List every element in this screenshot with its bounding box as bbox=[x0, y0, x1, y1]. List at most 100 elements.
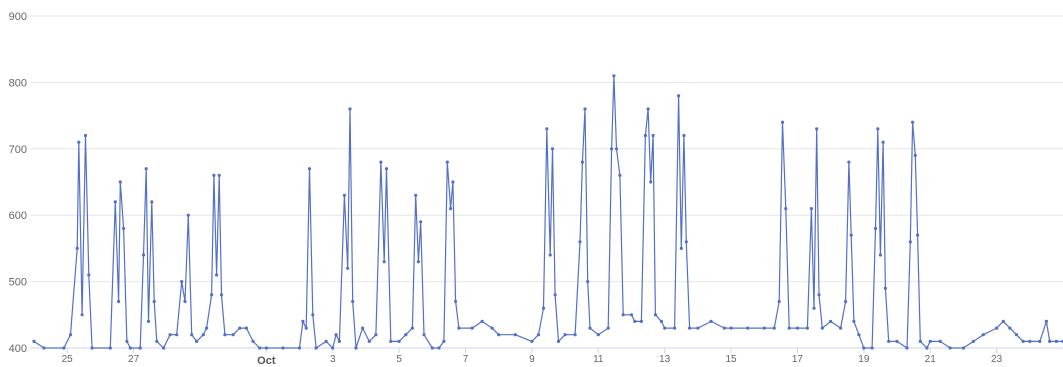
data-point bbox=[545, 127, 549, 131]
data-point bbox=[812, 306, 816, 310]
data-point bbox=[1014, 333, 1019, 337]
data-point bbox=[186, 213, 190, 217]
data-point bbox=[878, 253, 883, 257]
data-point bbox=[144, 167, 148, 171]
data-point bbox=[612, 74, 616, 78]
data-point bbox=[205, 326, 209, 330]
data-point bbox=[470, 326, 474, 330]
data-point bbox=[437, 346, 441, 350]
data-point bbox=[414, 193, 418, 197]
data-point bbox=[925, 346, 929, 350]
data-point bbox=[876, 127, 880, 131]
data-point bbox=[118, 180, 122, 184]
data-point bbox=[673, 326, 677, 330]
data-point bbox=[125, 339, 129, 343]
data-point bbox=[141, 253, 146, 257]
data-point bbox=[696, 326, 700, 330]
x-tick-label: 21 bbox=[925, 354, 937, 365]
data-point bbox=[238, 326, 242, 330]
x-tick-label: 19 bbox=[858, 354, 870, 365]
data-point bbox=[746, 326, 750, 330]
data-point bbox=[610, 147, 614, 151]
data-point bbox=[596, 333, 600, 337]
data-point bbox=[297, 346, 302, 350]
data-point bbox=[346, 266, 350, 270]
data-point bbox=[629, 313, 634, 317]
data-point bbox=[981, 333, 985, 337]
data-point bbox=[817, 293, 821, 297]
data-point bbox=[180, 280, 184, 284]
data-point bbox=[210, 293, 214, 297]
x-tick-label: 7 bbox=[463, 354, 469, 365]
data-point bbox=[578, 240, 582, 244]
data-point bbox=[490, 326, 494, 330]
x-tick-label: 11 bbox=[593, 354, 604, 365]
data-point bbox=[374, 333, 378, 337]
data-point bbox=[324, 339, 328, 343]
data-point bbox=[651, 133, 655, 138]
data-point bbox=[348, 107, 352, 111]
data-point bbox=[722, 326, 727, 330]
data-point bbox=[688, 326, 692, 330]
data-point bbox=[175, 333, 179, 337]
data-point bbox=[883, 286, 888, 290]
data-point bbox=[677, 94, 681, 98]
data-point bbox=[251, 339, 255, 343]
data-point bbox=[122, 226, 126, 231]
data-point bbox=[684, 240, 688, 244]
data-point bbox=[1028, 339, 1032, 343]
data-point bbox=[281, 346, 285, 350]
data-point bbox=[839, 326, 843, 330]
x-tick-label: 9 bbox=[529, 354, 535, 365]
data-point bbox=[606, 326, 610, 330]
data-point bbox=[918, 339, 922, 343]
x-axis-ticks: 25 27 Oct 3 5 7 9 11 13 15 17 19 21 23 bbox=[62, 348, 1003, 367]
data-point bbox=[152, 299, 156, 304]
data-point bbox=[389, 339, 393, 343]
data-point bbox=[805, 326, 810, 330]
data-point bbox=[995, 326, 999, 330]
data-point bbox=[42, 346, 46, 350]
x-tick-label: 15 bbox=[726, 354, 738, 365]
data-point bbox=[829, 319, 833, 323]
data-point bbox=[231, 333, 235, 337]
data-point bbox=[454, 299, 458, 304]
data-point bbox=[195, 339, 199, 343]
data-point bbox=[480, 319, 484, 323]
data-point bbox=[264, 346, 268, 350]
data-point bbox=[117, 299, 121, 304]
data-point bbox=[217, 173, 221, 177]
data-point bbox=[541, 306, 546, 310]
data-point bbox=[563, 333, 567, 337]
data-point bbox=[87, 273, 91, 277]
data-point bbox=[614, 147, 619, 151]
y-tick-label: 900 bbox=[9, 11, 27, 23]
data-point bbox=[90, 346, 94, 350]
data-point bbox=[307, 167, 312, 171]
data-point bbox=[62, 346, 66, 350]
x-tick-label: 17 bbox=[792, 354, 804, 365]
data-point bbox=[881, 140, 885, 144]
data-point bbox=[1048, 339, 1052, 343]
x-tick-label: 23 bbox=[991, 354, 1003, 365]
data-point bbox=[457, 326, 461, 330]
data-point bbox=[138, 346, 142, 350]
data-point bbox=[430, 346, 434, 350]
data-point bbox=[679, 246, 683, 250]
data-point bbox=[422, 333, 426, 337]
data-point bbox=[961, 346, 966, 350]
data-point bbox=[382, 260, 386, 264]
data-point bbox=[442, 339, 446, 343]
data-point bbox=[404, 333, 408, 337]
data-point bbox=[659, 319, 664, 323]
data-point bbox=[75, 246, 79, 250]
data-point bbox=[354, 346, 358, 350]
data-point bbox=[928, 339, 932, 343]
data-point bbox=[410, 326, 414, 330]
y-tick-label: 500 bbox=[9, 277, 27, 289]
data-point bbox=[1038, 339, 1042, 343]
data-point bbox=[682, 133, 686, 138]
data-point bbox=[223, 333, 227, 337]
data-point bbox=[870, 346, 874, 350]
